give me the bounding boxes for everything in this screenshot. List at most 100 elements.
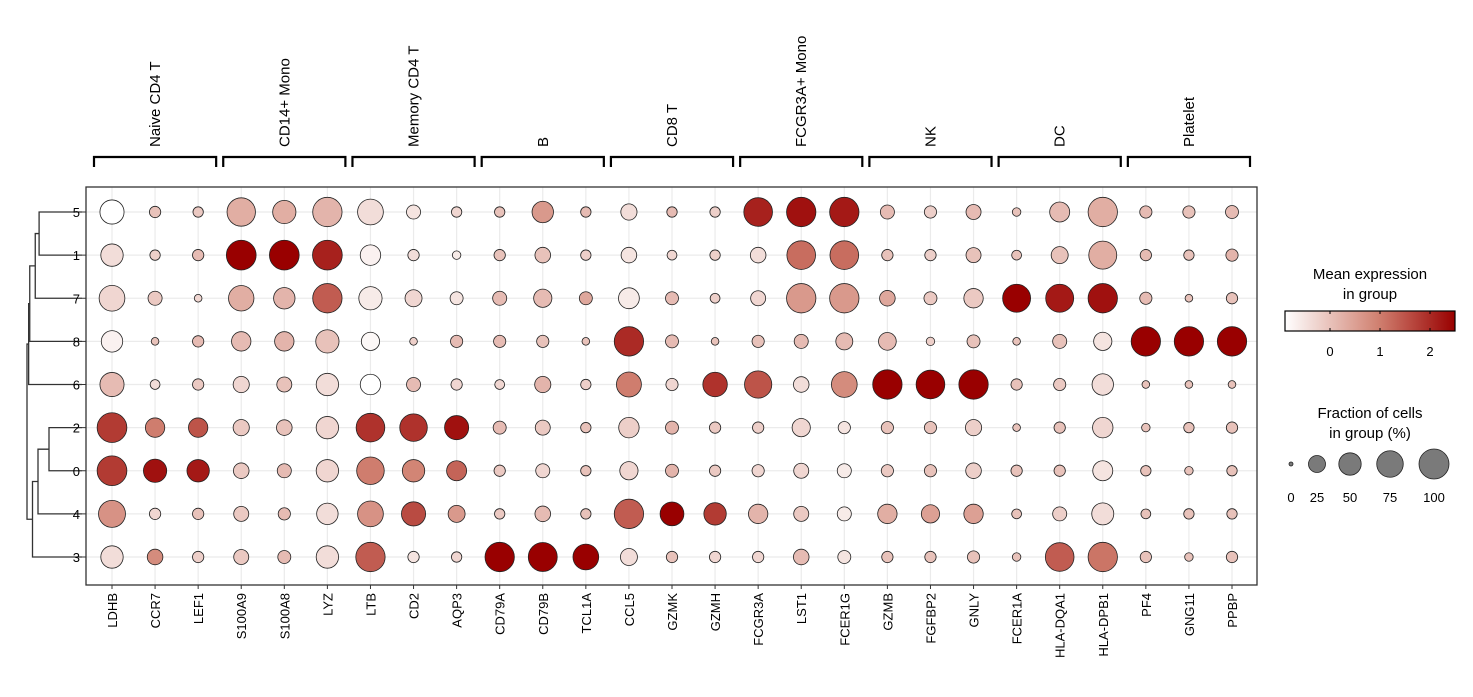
- dot-GNG11-group-6: [1184, 380, 1194, 389]
- dot-GZMK-group-0: [665, 463, 679, 478]
- dot-CD79B-group-3: [527, 542, 558, 572]
- dot-HLA-DPB1-group-5: [1087, 196, 1118, 228]
- group-label: NK: [922, 126, 939, 147]
- dot-S100A8-group-3: [277, 550, 292, 564]
- x-tick-label: LEF1: [191, 593, 206, 624]
- x-tick-label: AQP3: [450, 593, 465, 628]
- dot-HLA-DQA1-group-0: [1053, 464, 1066, 477]
- dot-LDHB-group-3: [100, 545, 124, 569]
- dot-LDHB-group-8: [100, 330, 124, 353]
- group-label: DC: [1052, 125, 1069, 147]
- dot-GZMB-group-1: [881, 249, 894, 262]
- dot-FCER1A-group-3: [1011, 552, 1022, 562]
- dot-PF4-group-7: [1139, 291, 1153, 305]
- dot-HLA-DPB1-group-6: [1091, 373, 1114, 396]
- dot-GNG11-group-7: [1184, 294, 1194, 303]
- dendrogram-branch: [37, 448, 82, 515]
- x-tick-label: GNG11: [1182, 593, 1197, 636]
- dot-AQP3-group-0: [446, 460, 468, 482]
- size-legend-dot-50: [1338, 452, 1362, 476]
- dot-AQP3-group-2: [444, 415, 470, 441]
- dot-HLA-DPB1-group-4: [1091, 502, 1115, 526]
- dot-LEF1-group-0: [186, 459, 210, 483]
- dot-TCL1A-group-6: [580, 378, 592, 391]
- dot-FCER1A-group-4: [1011, 508, 1022, 520]
- dot-HLA-DQA1-group-6: [1053, 377, 1067, 392]
- size-legend-dot-0: [1288, 461, 1294, 467]
- x-tick-label: HLA-DQA1: [1053, 593, 1068, 658]
- dot-S100A9-group-4: [233, 505, 250, 522]
- x-tick-label: HLA-DPB1: [1096, 593, 1111, 657]
- dot-FCER1G-group-2: [837, 421, 851, 435]
- dot-GNLY-group-7: [963, 288, 984, 309]
- dot-HLA-DPB1-group-1: [1088, 240, 1118, 270]
- dot-LEF1-group-8: [192, 335, 205, 348]
- x-tick-label: CD79A: [493, 593, 508, 635]
- dot-GZMH-group-4: [703, 502, 727, 526]
- group-label: Platelet: [1181, 96, 1198, 147]
- dot-CCL5-group-7: [618, 287, 640, 310]
- dot-FCGR3A-group-6: [744, 370, 773, 399]
- dot-CD2-group-0: [401, 459, 426, 483]
- x-tick-label: PPBP: [1225, 593, 1240, 628]
- dot-LST1-group-0: [793, 462, 810, 479]
- dot-FCER1A-group-8: [1012, 337, 1021, 346]
- dot-CD79A-group-4: [494, 508, 506, 520]
- gene-group-brackets: Naive CD4 T CD14+ Mono Memory CD4 T B CD8 T F…: [92, 36, 1252, 167]
- dot-CD79A-group-7: [492, 290, 508, 306]
- dot-CD79A-group-1: [493, 249, 506, 262]
- dot-PPBP-group-4: [1226, 508, 1238, 520]
- dot-HLA-DPB1-group-0: [1092, 460, 1114, 482]
- dot-LEF1-group-7: [193, 294, 203, 303]
- colorbar-tick-label: 0: [1326, 344, 1333, 359]
- bracket-memory-cd4-t: [351, 155, 476, 167]
- x-tick-label: LYZ: [320, 593, 335, 616]
- dot-LTB-group-7: [358, 286, 383, 311]
- dot-FGFBP2-group-3: [924, 550, 937, 564]
- dot-FGFBP2-group-5: [923, 205, 937, 219]
- dot-LEF1-group-6: [192, 378, 205, 391]
- dot-HLA-DQA1-group-4: [1052, 506, 1068, 522]
- dot-S100A9-group-7: [228, 285, 255, 312]
- dot-LDHB-group-0: [96, 455, 128, 487]
- dot-FCER1G-group-0: [836, 463, 852, 479]
- x-tick-label: CCL5: [622, 593, 637, 626]
- size-legend-label: 100: [1423, 490, 1445, 505]
- x-tick-label: GZMH: [708, 593, 723, 631]
- dendrogram-branch: [34, 232, 82, 299]
- size-legend-label: 25: [1310, 490, 1324, 505]
- x-tick-label: LDHB: [105, 593, 120, 628]
- y-tick-label: 0: [73, 464, 80, 479]
- dot-FGFBP2-group-1: [924, 249, 937, 262]
- dot-GZMB-group-3: [881, 550, 894, 564]
- dot-GZMH-group-1: [709, 249, 721, 261]
- dot-FCER1G-group-5: [829, 196, 860, 228]
- dot-CCR7-group-1: [149, 249, 161, 261]
- dot-S100A8-group-7: [273, 287, 296, 310]
- dot-S100A8-group-2: [276, 419, 293, 436]
- x-tick-label: FGFBP2: [923, 593, 938, 644]
- dot-GZMK-group-8: [665, 334, 679, 349]
- dot-FCER1G-group-8: [835, 332, 854, 351]
- dot-GZMK-group-3: [665, 550, 679, 564]
- dot-LST1-group-6: [793, 376, 810, 393]
- dot-GNG11-group-5: [1182, 205, 1196, 219]
- dot-FCGR3A-group-3: [752, 550, 765, 564]
- dot-S100A8-group-8: [274, 331, 295, 352]
- x-tick-label: FCER1A: [1010, 593, 1025, 645]
- y-tick-label: 8: [73, 334, 80, 349]
- dot-AQP3-group-8: [450, 334, 464, 348]
- dot-PF4-group-2: [1141, 422, 1151, 433]
- dot-TCL1A-group-3: [572, 543, 600, 571]
- x-tick-label: CCR7: [148, 593, 163, 628]
- group-label: CD8 T: [664, 104, 681, 147]
- dot-GNG11-group-0: [1184, 466, 1194, 476]
- x-tick-label: CD2: [407, 593, 422, 619]
- dot-LDHB-group-4: [98, 499, 126, 528]
- dot-CCR7-group-6: [149, 379, 161, 390]
- dot-LEF1-group-5: [192, 206, 204, 218]
- dot-CD79A-group-0: [493, 464, 506, 477]
- bracket-cd8-t: [609, 155, 735, 167]
- dot-LYZ-group-6: [315, 372, 339, 397]
- dot-LST1-group-7: [786, 283, 817, 314]
